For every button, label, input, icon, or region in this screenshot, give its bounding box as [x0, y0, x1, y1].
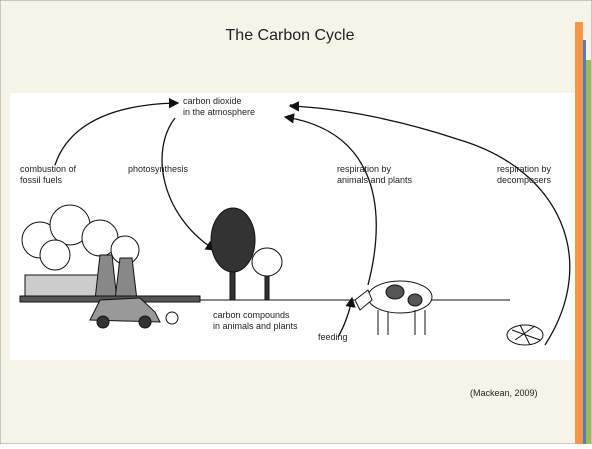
node-label: carbon compounds	[213, 310, 290, 320]
node-label: animals and plants	[337, 175, 413, 185]
cow	[354, 280, 433, 335]
arrows	[54, 97, 571, 346]
node-label: respiration by	[337, 164, 392, 174]
illustrations	[19, 204, 544, 346]
node-label: photosynthesis	[128, 164, 189, 174]
orange-stripe	[575, 22, 583, 444]
node-label: combustion of	[20, 164, 77, 174]
trees	[210, 207, 283, 301]
node-label: carbon dioxide	[183, 96, 242, 106]
green-stripe	[586, 60, 591, 444]
blue-stripe	[583, 40, 586, 444]
node-label: in animals and plants	[213, 321, 298, 331]
slide-title: The Carbon Cycle	[226, 27, 355, 44]
car	[89, 297, 179, 329]
node-label: respiration by	[497, 164, 552, 174]
node-label: decomposers	[497, 175, 552, 185]
citation: (Mackean, 2009)	[470, 388, 538, 398]
node-label: feeding	[318, 332, 348, 342]
node-label: fossil fuels	[20, 175, 63, 185]
node-label: in the atmosphere	[183, 107, 255, 117]
smoke	[21, 204, 140, 271]
decomposer	[506, 324, 544, 346]
